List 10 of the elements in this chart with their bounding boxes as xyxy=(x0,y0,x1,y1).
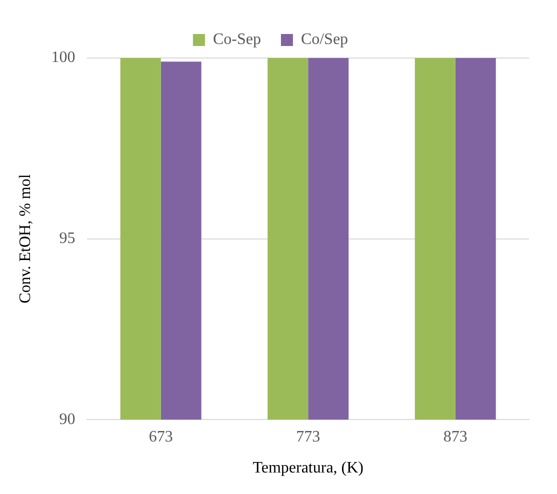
y-tick-label: 100 xyxy=(51,49,76,66)
x-tick-label: 773 xyxy=(296,428,320,446)
y-tick-label: 90 xyxy=(59,410,76,428)
x-tick-label: 873 xyxy=(443,428,468,446)
y-axis-title: Conv. EtOH, % mol xyxy=(16,174,34,304)
x-tick-label: 673 xyxy=(148,428,173,446)
y-tick-label: 95 xyxy=(59,230,76,248)
legend-label: Co/Sep xyxy=(300,31,348,48)
x-axis-title: Temperatura, (K) xyxy=(252,460,364,477)
legend-label: Co-Sep xyxy=(212,31,261,48)
